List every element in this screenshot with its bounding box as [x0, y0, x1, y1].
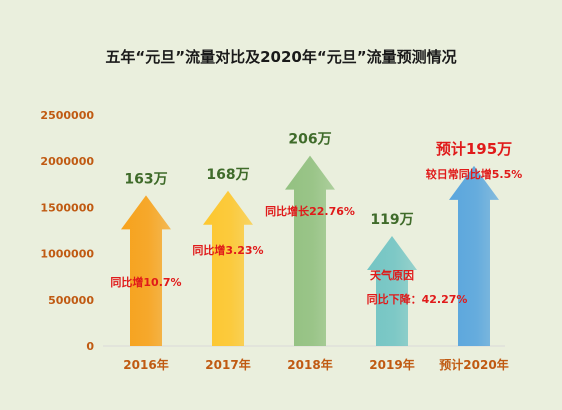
y-axis: 0 500000 1000000 1500000 2000000 2500000	[40, 109, 94, 353]
annotations: 同比增10.7% 同比增3.23% 同比增长22.76% 天气原因同比下降：42.27…	[110, 167, 522, 306]
y-tick-label: 0	[86, 340, 94, 353]
data-label: 119万	[370, 212, 413, 228]
x-tick-label: 2017年	[205, 357, 250, 372]
data-label: 206万	[288, 132, 331, 148]
y-tick-label: 2000000	[40, 155, 94, 168]
bar-3	[285, 155, 335, 346]
bar-series	[121, 155, 499, 346]
x-tick-label: 2018年	[287, 357, 332, 372]
x-axis: 2016年 2017年 2018年 2019年 预计2020年	[123, 357, 508, 372]
annotation-label: 同比下降：42.27%	[367, 292, 468, 306]
annotation-label: 同比增长22.76%	[265, 204, 355, 218]
data-label: 163万	[124, 171, 167, 187]
bar-2	[203, 190, 253, 346]
y-tick-label: 2500000	[40, 109, 94, 122]
bar-5	[449, 165, 499, 346]
bar-4	[367, 236, 417, 346]
chart-title: 五年“元旦”流量对比及2020年“元旦”流量预测情况	[105, 48, 456, 66]
annotation-label: 天气原因	[370, 268, 414, 282]
y-tick-label: 1000000	[40, 248, 94, 261]
annotation-label: 同比增3.23%	[192, 243, 263, 257]
x-tick-label: 2019年	[369, 357, 414, 372]
value-labels: 163万 168万 206万 119万 预计195万	[124, 132, 512, 228]
x-tick-label: 2016年	[123, 357, 168, 372]
data-label: 168万	[206, 167, 249, 183]
x-tick-label: 预计2020年	[439, 357, 508, 372]
data-label: 预计195万	[436, 140, 512, 158]
annotation-label: 同比增10.7%	[110, 275, 181, 289]
bar-1	[121, 195, 171, 346]
y-tick-label: 500000	[48, 294, 94, 307]
annotation-label: 较日常同比增5.5%	[426, 167, 523, 181]
y-tick-label: 1500000	[40, 201, 94, 214]
